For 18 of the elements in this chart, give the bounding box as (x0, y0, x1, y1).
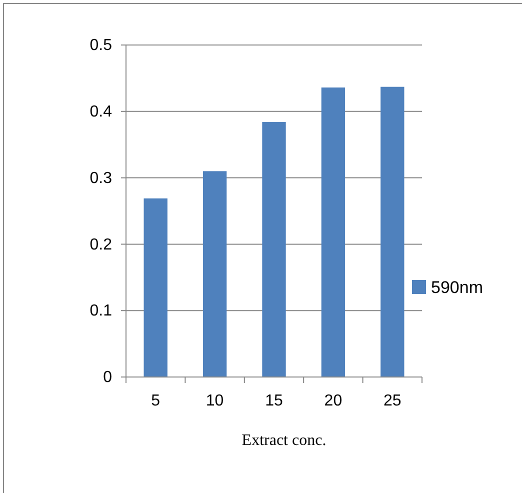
y-tick-label: 0.1 (90, 302, 112, 320)
bar (262, 122, 286, 377)
x-tick-label: 20 (324, 392, 342, 410)
bar (144, 198, 168, 377)
x-tick-label: 5 (151, 392, 160, 410)
x-tick-label: 10 (206, 392, 224, 410)
y-tick-label: 0.4 (90, 104, 112, 121)
x-tick-label: 15 (265, 392, 283, 410)
y-tick-label: 0.3 (90, 170, 112, 187)
legend-label: 590nm (431, 278, 483, 297)
x-tick-label: 25 (384, 392, 402, 410)
y-tick-label: 0.5 (90, 37, 112, 54)
y-tick-label: 0.2 (90, 236, 112, 254)
bar (321, 87, 346, 377)
x-axis-title: Extract conc. (242, 432, 326, 449)
bar (380, 86, 404, 377)
bar (202, 171, 227, 377)
y-tick-label: 0 (103, 369, 112, 386)
